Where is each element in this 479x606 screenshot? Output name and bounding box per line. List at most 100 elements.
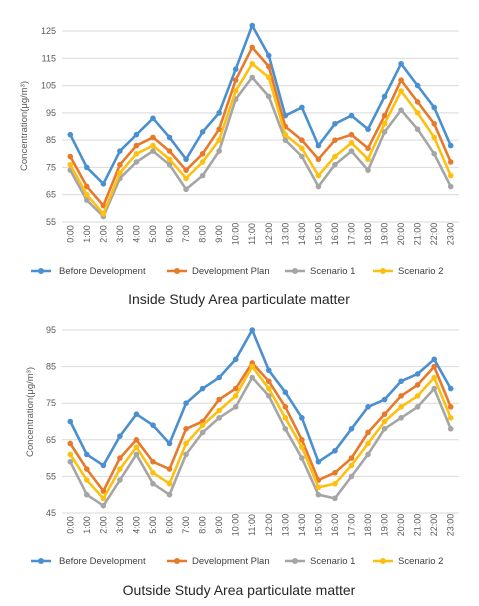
- x-tick-label: 10:00: [231, 223, 241, 246]
- legend-label: Before Development: [59, 556, 146, 567]
- data-point: [447, 183, 454, 190]
- data-point: [332, 447, 338, 454]
- data-point: [84, 477, 90, 483]
- data-point: [265, 385, 272, 392]
- data-point: [183, 167, 189, 173]
- x-tick-label: 3:00: [115, 516, 125, 534]
- data-point: [67, 153, 74, 160]
- data-point: [232, 393, 239, 399]
- data-point: [199, 172, 206, 179]
- data-point: [381, 418, 388, 425]
- data-point: [67, 458, 74, 465]
- x-tick-label: 21:00: [413, 514, 423, 537]
- data-point: [348, 462, 355, 469]
- data-point: [265, 393, 272, 399]
- data-point: [133, 451, 140, 458]
- data-point: [249, 327, 256, 333]
- data-point: [249, 363, 256, 370]
- data-point: [431, 356, 437, 363]
- data-point: [414, 82, 421, 89]
- data-point: [414, 371, 421, 377]
- legend-swatch-marker: [38, 268, 44, 274]
- data-point: [216, 407, 222, 414]
- data-point: [265, 378, 272, 385]
- x-tick-label: 5:00: [148, 516, 158, 534]
- data-point: [282, 404, 289, 410]
- y-tick-label: 65: [46, 435, 56, 445]
- data-point: [232, 385, 239, 392]
- x-tick-label: 6:00: [165, 225, 175, 243]
- data-point: [150, 142, 156, 149]
- data-point: [398, 88, 404, 94]
- data-point: [431, 120, 437, 127]
- data-point: [133, 159, 140, 165]
- x-tick-label: 18:00: [363, 223, 373, 246]
- legend-item: Scenario 2: [373, 556, 443, 567]
- series-line: [69, 328, 452, 467]
- data-point: [398, 77, 404, 83]
- data-point: [299, 415, 305, 421]
- x-tick-label: 22:00: [429, 514, 439, 537]
- x-tick-label: 18:00: [363, 514, 373, 537]
- series-line: [69, 24, 452, 186]
- x-tick-label: 14:00: [297, 223, 307, 246]
- legend-item: Scenario 1: [285, 556, 355, 567]
- data-point: [299, 153, 305, 160]
- data-point: [249, 60, 256, 67]
- data-point: [348, 131, 355, 138]
- legend: Before Development Development Plan Scenar…: [31, 556, 443, 567]
- data-point: [365, 404, 371, 410]
- legend-item: Before Development: [31, 556, 146, 567]
- data-point: [414, 99, 421, 105]
- data-point: [199, 429, 206, 436]
- data-point: [216, 148, 222, 154]
- data-point: [133, 131, 140, 138]
- data-point: [183, 156, 189, 163]
- series-line: [69, 62, 452, 216]
- y-tick-label: 85: [46, 362, 56, 372]
- x-tick-label: 5:00: [148, 225, 158, 243]
- x-tick-label: 21:00: [413, 223, 423, 246]
- legend-item: Scenario 2: [373, 266, 443, 277]
- data-point: [447, 172, 454, 179]
- data-point: [381, 129, 388, 135]
- x-tick-label: 19:00: [380, 514, 390, 537]
- data-point: [216, 110, 222, 116]
- data-point: [381, 396, 388, 403]
- x-tick-label: 1:00: [82, 516, 92, 534]
- data-point: [150, 480, 156, 487]
- data-point: [150, 422, 156, 428]
- data-point: [299, 137, 305, 143]
- data-point: [249, 22, 256, 29]
- data-point: [299, 444, 305, 450]
- legend-swatch-marker: [380, 558, 386, 564]
- x-tick-label: 13:00: [280, 223, 290, 246]
- series-line: [69, 376, 452, 508]
- data-point: [133, 437, 140, 443]
- y-tick-label: 95: [46, 108, 56, 118]
- x-tick-label: 12:00: [264, 514, 274, 537]
- x-tick-label: 16:00: [330, 514, 340, 537]
- data-point: [150, 148, 156, 154]
- x-tick-label: 11:00: [247, 223, 257, 245]
- data-point: [398, 415, 404, 421]
- legend-item: Scenario 1: [285, 266, 355, 277]
- data-point: [150, 134, 156, 141]
- legend-swatch-marker: [292, 268, 298, 274]
- data-point: [67, 440, 74, 447]
- data-point: [183, 186, 189, 193]
- y-tick-label: 55: [46, 471, 56, 481]
- series-s1: [67, 374, 454, 509]
- data-point: [166, 440, 173, 447]
- legend-label: Development Plan: [192, 556, 270, 567]
- data-point: [84, 466, 90, 472]
- data-point: [117, 148, 123, 154]
- data-point: [332, 137, 338, 143]
- x-tick-label: 3:00: [115, 225, 125, 243]
- data-point: [381, 411, 388, 417]
- legend-item: Development Plan: [167, 266, 270, 277]
- data-point: [315, 183, 322, 190]
- data-point: [117, 170, 123, 176]
- series-before: [67, 22, 454, 187]
- series-line: [69, 365, 452, 500]
